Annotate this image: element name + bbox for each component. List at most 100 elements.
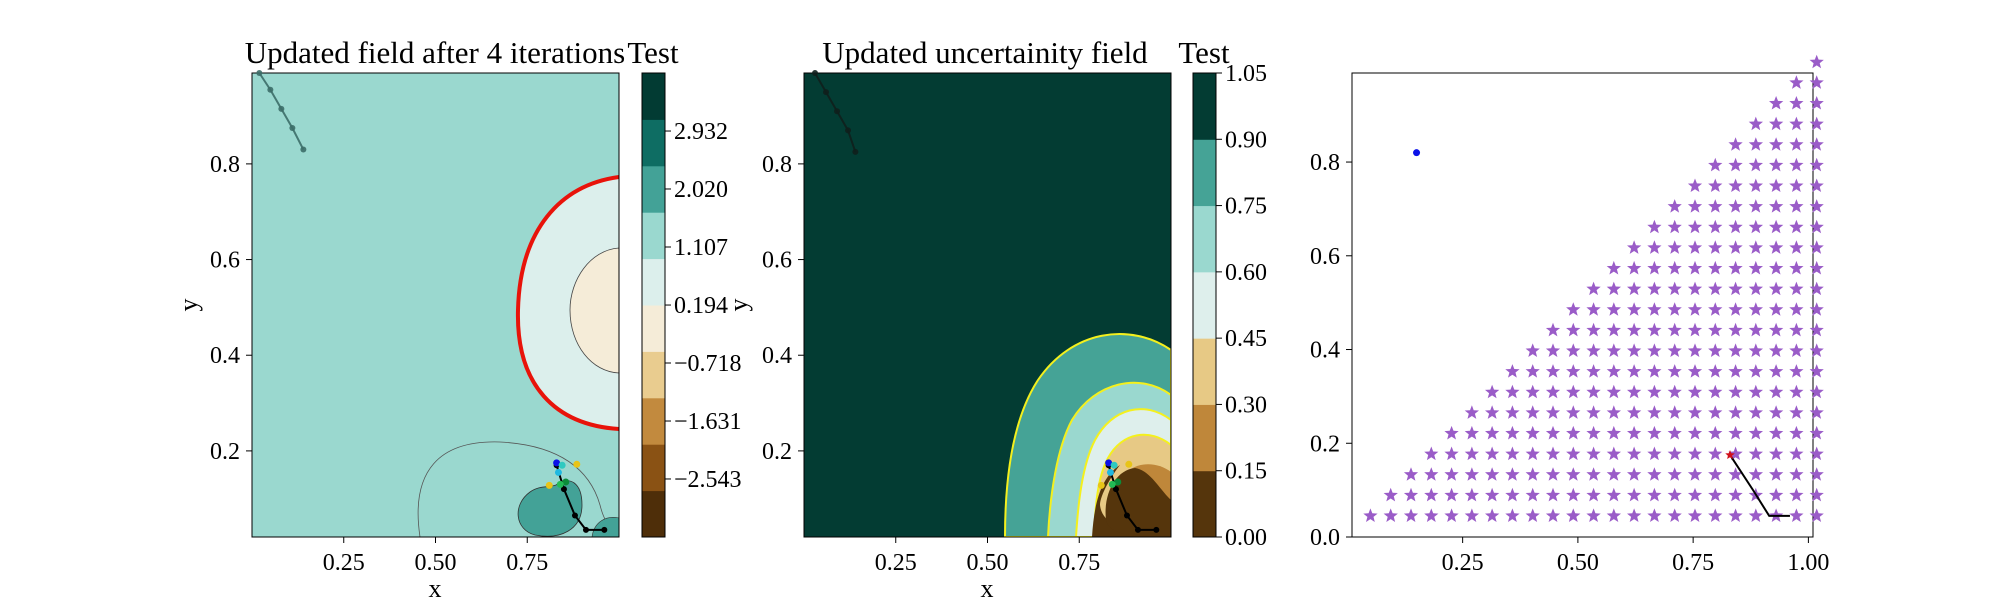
candidate-star <box>1789 487 1804 502</box>
candidate-star <box>1708 157 1723 172</box>
candidate-star <box>1728 137 1743 151</box>
uncertainty-markers <box>812 70 1160 533</box>
uncertainty-y-tick-label: 0.8 <box>762 152 792 178</box>
candidate-star <box>1748 219 1763 234</box>
candidate-star <box>1525 446 1540 461</box>
candidate-star <box>1748 467 1763 481</box>
candidate-star <box>1728 343 1743 357</box>
candidate-star <box>1728 467 1743 481</box>
uncertainty-colorbar-tick-label: 1.05 <box>1225 61 1267 87</box>
uncertainty-panel: Updated uncertainity field 0.25 0.50 0.750… <box>724 35 1267 600</box>
candidate-star <box>1606 260 1621 275</box>
candidate-star <box>1444 467 1459 481</box>
candidate-star <box>1687 508 1703 522</box>
candidate-star <box>1525 384 1540 399</box>
candidate-star <box>1545 467 1561 481</box>
candidate-star <box>1708 343 1723 357</box>
candidate-star <box>1667 384 1682 399</box>
candidate-star <box>1769 96 1784 110</box>
candidate-star <box>1505 508 1520 522</box>
field-scatter-point <box>553 459 561 467</box>
candidate-star <box>1809 137 1824 151</box>
candidate-star <box>1708 467 1723 481</box>
candidate-star <box>1769 116 1784 131</box>
field-colorbar-segment <box>642 73 665 120</box>
candidate-star <box>1647 260 1662 275</box>
uncertainty-scatter-point <box>1125 460 1133 468</box>
uncertainty-x-tick-label: 0.75 <box>1058 550 1100 576</box>
candidate-star <box>1485 405 1500 419</box>
uncertainty-top-path-point <box>834 108 841 115</box>
candidate-star <box>1728 425 1743 440</box>
candidate-star <box>1606 467 1621 481</box>
candidate-star <box>1687 178 1703 192</box>
uncertainty-scatter-point <box>1110 461 1118 469</box>
candidate-star <box>1728 322 1743 337</box>
field-top-path-point <box>289 125 296 132</box>
uncertainty-colorbar-segment <box>1193 404 1216 472</box>
candidate-star <box>1748 405 1763 419</box>
candidate-star <box>1769 199 1784 213</box>
candidate-star <box>1444 446 1459 461</box>
uncertainty-colorbar-title: Test <box>1178 35 1230 70</box>
candidate-star <box>1545 508 1561 522</box>
candidate-star <box>1748 157 1763 172</box>
field-colorbar-segment <box>642 165 665 213</box>
candidate-star <box>1789 343 1804 357</box>
candidate-star <box>1444 425 1459 440</box>
candidate-star <box>1667 260 1682 275</box>
candidate-star <box>1748 240 1763 254</box>
candidate-star <box>1505 467 1520 481</box>
candidate-star <box>1627 487 1642 502</box>
candidate-star <box>1769 467 1784 481</box>
candidate-star <box>1525 425 1540 440</box>
candidate-star <box>1708 508 1723 522</box>
candidate-star <box>1627 405 1642 419</box>
candidate-star <box>1485 446 1500 461</box>
candidate-star <box>1667 467 1682 481</box>
uncertainty-colorbar-tick-label: 0.15 <box>1225 459 1267 485</box>
candidate-star <box>1667 302 1682 316</box>
candidate-star <box>1809 302 1824 316</box>
field-y-tick-label: 0.8 <box>210 152 240 178</box>
candidate-star <box>1687 425 1703 440</box>
uncertainty-bottom-path-point <box>1153 526 1160 533</box>
candidate-star <box>1748 364 1763 378</box>
uncertainty-x-tick-label: 0.50 <box>967 550 1009 576</box>
field-x-tick-label: 0.50 <box>415 550 457 576</box>
uncertainty-colorbar-tick-label: 0.60 <box>1225 260 1267 286</box>
uncertainty-x-label: x <box>981 574 994 600</box>
candidate-star <box>1525 343 1540 357</box>
candidate-star <box>1545 343 1561 357</box>
candidate-star <box>1627 281 1642 296</box>
field-axes: 0.25 0.50 0.75 0.2 0.4 0.6 0.8 <box>210 152 548 576</box>
candidate-star <box>1769 281 1784 296</box>
candidate-star <box>1687 302 1703 316</box>
field-scatter-point <box>554 468 562 476</box>
candidate-star <box>1424 508 1439 522</box>
candidate-star <box>1566 384 1581 399</box>
candidate-star <box>1485 508 1500 522</box>
candidate-star <box>1809 446 1824 461</box>
candidate-star <box>1627 467 1642 481</box>
uncertainty-colorbar-segment <box>1193 139 1216 207</box>
uncertainty-title: Updated uncertainity field <box>822 35 1148 70</box>
candidate-star <box>1809 467 1824 481</box>
candidate-star <box>1809 240 1824 254</box>
field-panel: Updated field after 4 iterations 0.25 0.5… <box>174 35 742 600</box>
candidate-star <box>1748 137 1763 151</box>
candidate-star <box>1606 446 1621 461</box>
candidate-star <box>1809 178 1824 192</box>
candidate-star <box>1383 487 1398 502</box>
candidate-star <box>1708 199 1723 213</box>
field-colorbar-segment <box>642 212 665 260</box>
candidate-star <box>1769 219 1784 234</box>
candidate-star <box>1687 281 1703 296</box>
candidate-star <box>1606 508 1621 522</box>
candidate-star <box>1748 425 1763 440</box>
field-x-label: x <box>429 574 442 600</box>
candidate-star <box>1748 343 1763 357</box>
candidate-star <box>1566 322 1581 337</box>
candidate-star <box>1667 405 1682 419</box>
